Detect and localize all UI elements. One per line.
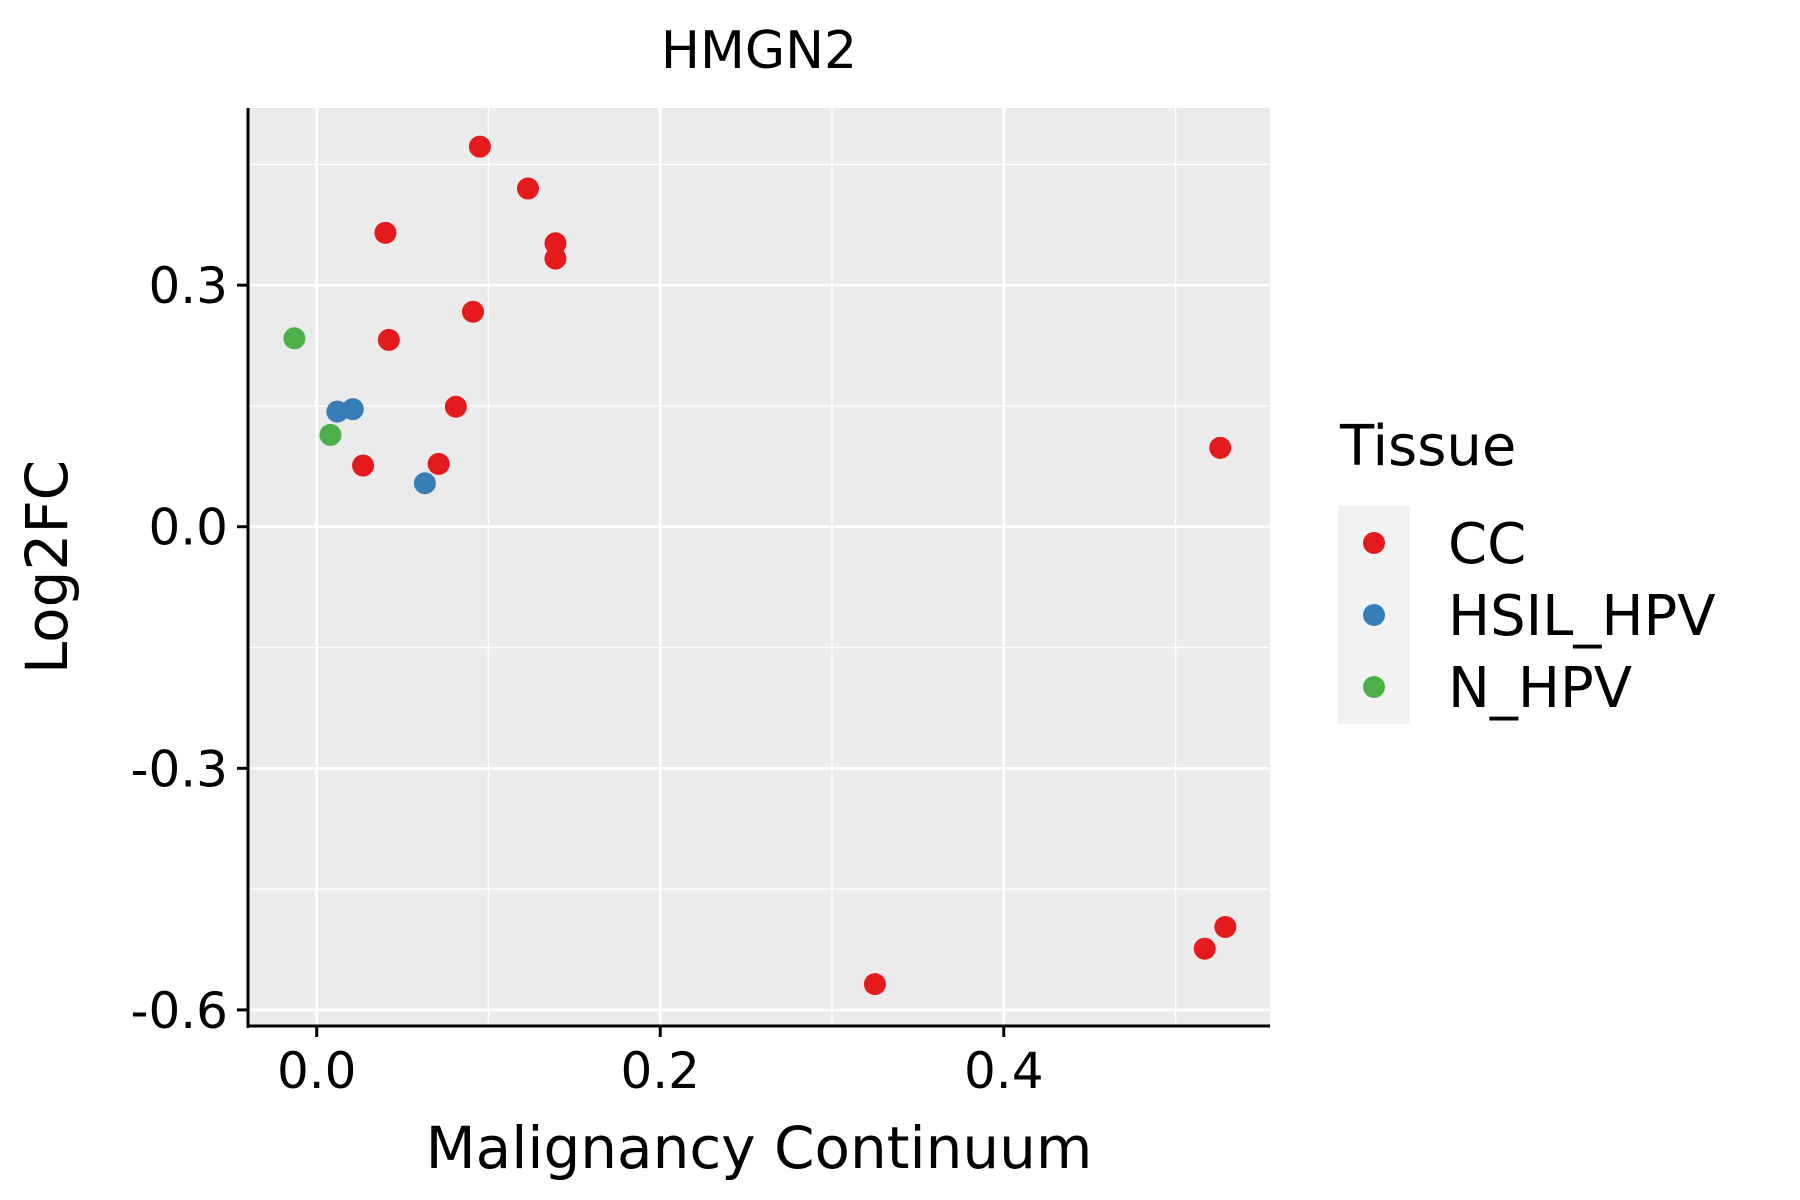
y-tick-label: 0.3 (148, 257, 228, 315)
y-axis-ticks: -0.6 -0.3 0.0 0.3 (130, 257, 248, 1040)
x-axis-title: Malignancy Continuum (426, 1114, 1093, 1182)
data-point-n-hpv (283, 327, 306, 350)
data-point-cc (352, 454, 375, 477)
legend-key-hsil-hpv (1363, 604, 1385, 626)
data-point-hsil-hpv (413, 472, 436, 495)
legend-label: N_HPV (1448, 656, 1632, 721)
y-tick-label: 0.0 (148, 499, 228, 557)
data-point-cc (377, 328, 400, 351)
x-axis-ticks: 0.0 0.2 0.4 (277, 1026, 1044, 1100)
y-tick-label: -0.6 (130, 982, 228, 1040)
data-point-cc (427, 452, 450, 475)
legend-label: CC (1448, 512, 1526, 577)
x-tick-label: 0.2 (620, 1042, 700, 1100)
data-point-cc (1209, 436, 1232, 459)
data-point-cc (544, 232, 567, 255)
x-tick-label: 0.0 (277, 1042, 357, 1100)
y-tick-label: -0.3 (130, 740, 228, 798)
data-point-cc (1214, 915, 1237, 938)
data-point-cc (516, 177, 539, 200)
data-point-cc (544, 247, 567, 270)
data-point-cc (468, 135, 491, 158)
minor-gridlines (248, 108, 1270, 1026)
data-point-cc (462, 300, 485, 323)
y-axis-title: Log2FC (13, 460, 81, 674)
data-point-cc (444, 395, 467, 418)
plot-panel (248, 108, 1270, 1026)
legend-title: Tissue (1339, 414, 1516, 479)
major-gridlines (248, 108, 1270, 1026)
data-point-cc (863, 973, 886, 996)
legend: Tissue CC HSIL_HPV N_HPV (1338, 414, 1716, 724)
data-point-cc (374, 221, 397, 244)
data-points (283, 135, 1237, 996)
x-tick-label: 0.4 (964, 1042, 1044, 1100)
legend-key-n-hpv (1363, 676, 1385, 698)
legend-label: HSIL_HPV (1448, 584, 1716, 649)
chart-title: HMGN2 (661, 21, 857, 81)
data-point-cc (1193, 937, 1216, 960)
legend-items: CC HSIL_HPV N_HPV (1363, 512, 1716, 721)
data-point-n-hpv (319, 423, 342, 446)
data-point-hsil-hpv (341, 398, 364, 421)
legend-key-cc (1363, 532, 1385, 554)
